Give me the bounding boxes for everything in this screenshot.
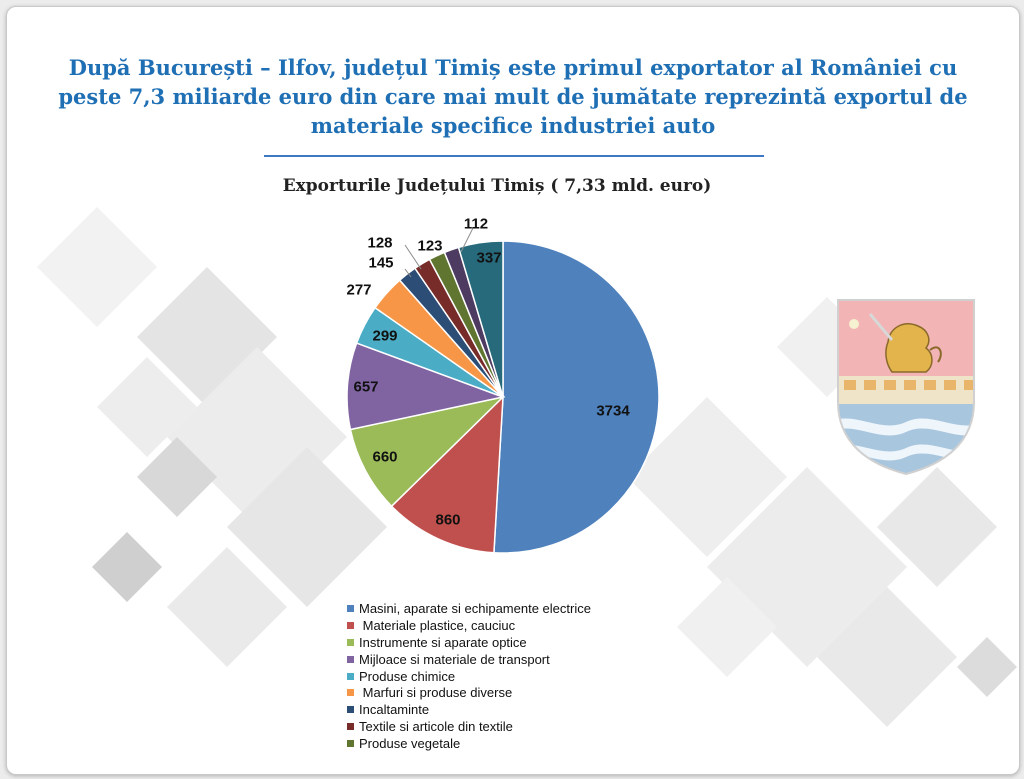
data-label: 3734: [596, 403, 630, 420]
background-diamond: [227, 447, 387, 607]
legend-item: Mijloace si materiale de transport: [347, 651, 591, 668]
pie-slice: [349, 395, 506, 508]
pie-chart: 3734 860 660 657 299 277 145 128 123 112 337: [346, 216, 660, 554]
legend-swatch: [347, 740, 354, 748]
leader-line: [404, 268, 412, 278]
legend-item: Masini, aparate si echipamente electrice: [347, 600, 591, 617]
timis-coat-of-arms-icon: [837, 299, 975, 476]
data-label: 657: [353, 379, 378, 396]
legend-swatch: [347, 638, 354, 646]
data-label: 299: [372, 328, 397, 345]
legend-swatch: [347, 621, 354, 629]
data-label: 860: [435, 512, 460, 529]
background-diamond: [877, 467, 997, 587]
legend-swatch: [347, 689, 354, 697]
legend-swatch: [347, 723, 354, 731]
legend-label: Incaltaminte: [359, 702, 430, 718]
background-diamond: [92, 532, 162, 602]
legend-item: Instrumente si aparate optice: [347, 634, 591, 651]
legend-label: Instrumente si aparate optice: [359, 634, 527, 650]
leader-line: [460, 227, 474, 253]
data-label: 123: [417, 238, 442, 255]
legend-label: Marfuri si produse diverse: [359, 685, 513, 701]
legend-label: Textile si articole din textile: [359, 719, 513, 735]
background-diamond: [957, 637, 1017, 697]
leader-line: [404, 244, 422, 270]
legend-swatch: [347, 672, 354, 680]
data-label: 660: [372, 449, 397, 466]
data-label: 128: [367, 235, 392, 252]
pie-slice: [346, 342, 506, 431]
data-label: 277: [346, 282, 371, 299]
chart-title: Exporturile Județului Timiș ( 7,33 mld. …: [282, 176, 712, 196]
legend-label: Masini, aparate si echipamente electrice: [359, 600, 591, 616]
chart-legend: Masini, aparate si echipamente electrice…: [347, 600, 591, 752]
background-diamond: [37, 207, 157, 327]
legend-label: Mijloace si materiale de transport: [359, 651, 550, 667]
background-diamond: [677, 577, 777, 677]
background-diamond: [137, 437, 217, 517]
title-divider: [264, 155, 764, 157]
legend-label: Materiale plastice, cauciuc: [359, 617, 516, 633]
pie-slice: [457, 240, 504, 398]
legend-item: Materiale plastice, cauciuc: [347, 617, 591, 634]
legend-item: Produse vegetale: [347, 735, 591, 752]
legend-item: Marfuri si produse diverse: [347, 684, 591, 701]
data-label: 337: [476, 250, 501, 267]
legend-label: Produse vegetale: [359, 736, 461, 752]
pie-slice: [390, 395, 504, 554]
legend-swatch: [347, 655, 354, 663]
headline: După București – Ilfov, județul Timiș es…: [58, 55, 968, 138]
legend-swatch: [347, 706, 354, 714]
legend-item: Textile si articole din textile: [347, 718, 591, 735]
data-label: 112: [464, 216, 488, 233]
background-diamond: [817, 587, 957, 727]
legend-swatch: [347, 604, 354, 612]
legend-label: Produse chimice: [359, 668, 456, 684]
background-diamond: [167, 547, 287, 667]
background-diamond: [627, 397, 787, 557]
slide: După București – Ilfov, județul Timiș es…: [6, 6, 1020, 775]
background-pattern: [37, 207, 1017, 727]
pie-slice: [493, 240, 660, 554]
data-label: 145: [368, 255, 393, 272]
legend-item: Incaltaminte: [347, 701, 591, 718]
legend-item: Produse chimice: [347, 668, 591, 685]
